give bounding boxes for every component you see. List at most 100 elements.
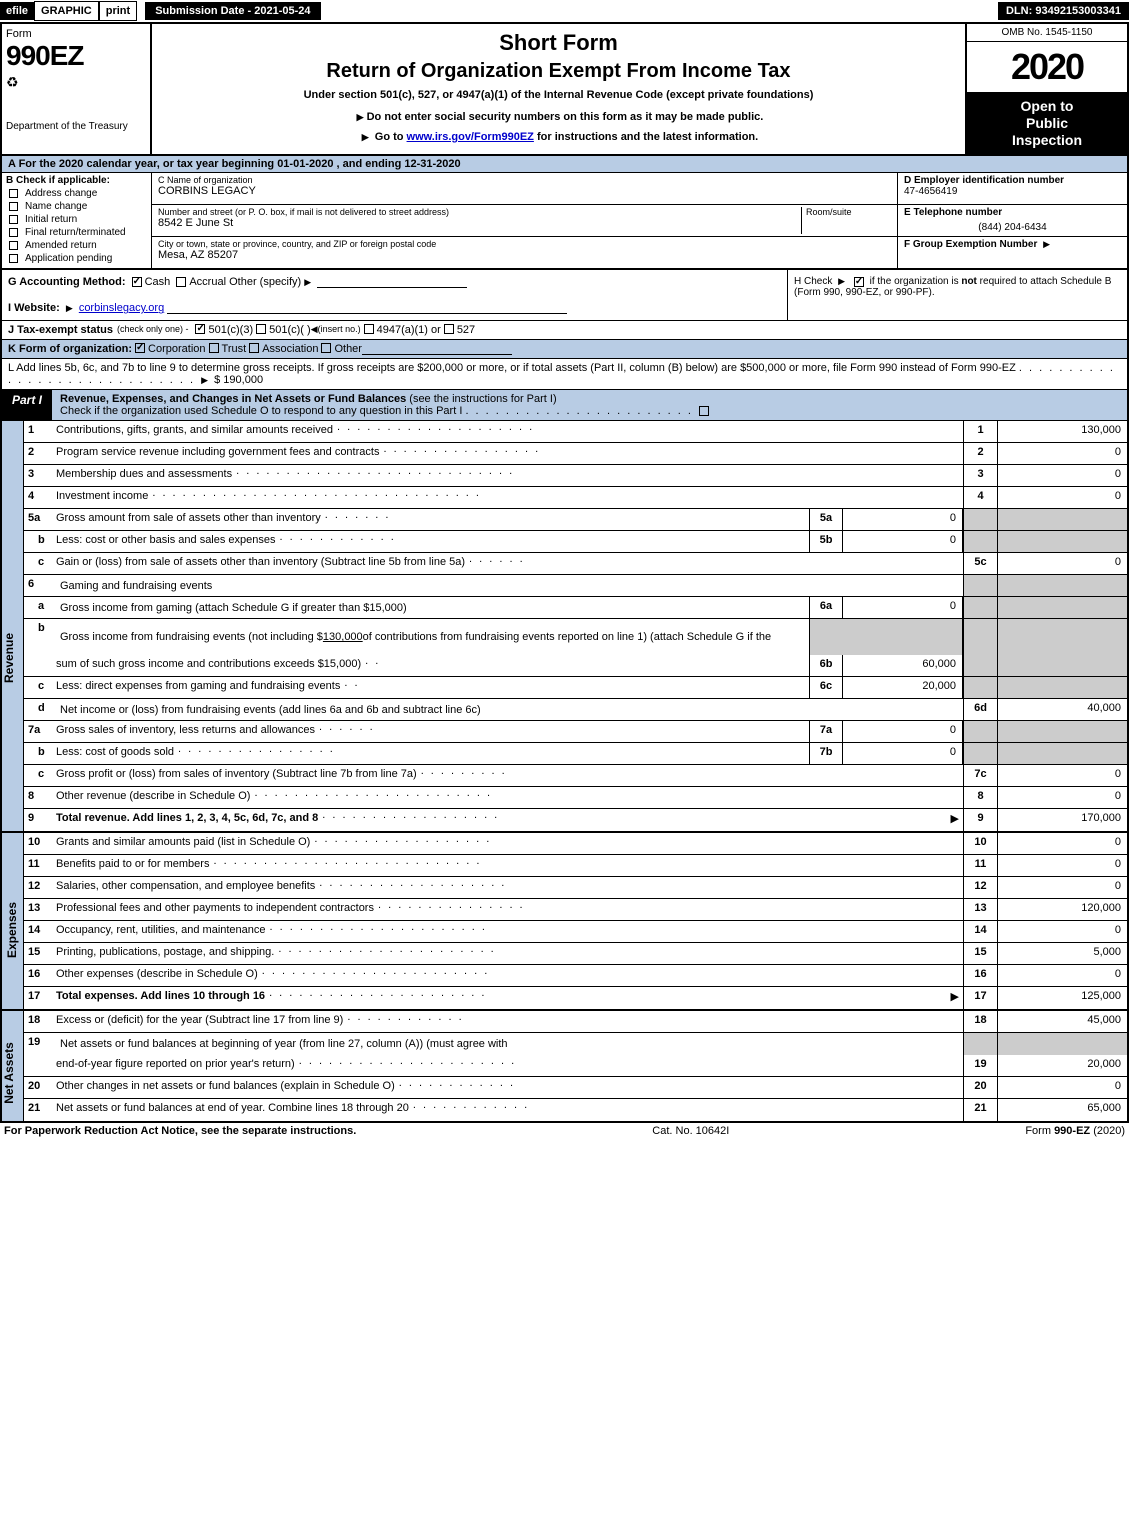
line-ref: 2 (963, 443, 997, 464)
line-ref: 14 (963, 921, 997, 942)
sub-val: 0 (843, 531, 963, 552)
shade (997, 619, 1127, 655)
department-label: Department of the Treasury (6, 121, 146, 132)
other-input[interactable] (317, 276, 467, 288)
k-label: K Form of organization: (8, 343, 132, 355)
row-6: 6 Gaming and fundraising events (24, 575, 1127, 597)
chk-corp[interactable] (135, 343, 145, 353)
footer-right-pre: Form (1025, 1125, 1054, 1137)
line-num: 21 (24, 1099, 56, 1121)
org-name-row: C Name of organization CORBINS LEGACY (152, 173, 897, 205)
row-6d: d Net income or (loss) from fundraising … (24, 699, 1127, 721)
website-link[interactable]: corbinslegacy.org (79, 302, 164, 314)
line-num: 18 (24, 1011, 56, 1032)
efile-segment: efile GRAPHIC print (0, 1, 137, 21)
sub-val: 60,000 (843, 655, 963, 676)
chk-527[interactable] (444, 324, 454, 334)
chk-h[interactable] (854, 277, 864, 287)
submission-date: Submission Date - 2021-05-24 (145, 2, 320, 20)
netassets-body: 18 Excess or (deficit) for the year (Sub… (24, 1011, 1127, 1121)
chk-label: Name change (25, 201, 87, 212)
row-7b: b Less: cost of goods sold. . . . . . . … (24, 743, 1127, 765)
line-desc: sum of such gross income and contributio… (56, 655, 361, 676)
form-header: Form 990EZ ♻ Department of the Treasury … (0, 24, 1129, 156)
print-button[interactable]: print (99, 1, 137, 21)
line-num: b (24, 743, 56, 764)
k-other-input[interactable] (362, 343, 512, 355)
dln-number: DLN: 93492153003341 (998, 2, 1129, 20)
row-12: 12 Salaries, other compensation, and emp… (24, 877, 1127, 899)
form-goto: Go to www.irs.gov/Form990EZ for instruct… (160, 131, 957, 143)
line-ref: 6d (963, 699, 997, 720)
line-num: 17 (24, 987, 56, 1009)
line-num: 4 (24, 487, 56, 508)
recycle-icon: ♻ (6, 74, 146, 91)
j-opt2: 501(c)( ) (269, 324, 311, 336)
irs-link[interactable]: www.irs.gov/Form990EZ (407, 131, 534, 143)
box-def: D Employer identification number 47-4656… (897, 173, 1127, 268)
line-num: b (24, 619, 56, 655)
ein-label: D Employer identification number (904, 175, 1121, 186)
footer-right: Form 990-EZ (2020) (1025, 1125, 1125, 1137)
line-num: 10 (24, 833, 56, 854)
i-label: I Website: (8, 302, 60, 314)
line-desc: Gross income from gaming (attach Schedul… (56, 597, 809, 618)
box-c: C Name of organization CORBINS LEGACY Nu… (152, 173, 897, 268)
chk-application-pending[interactable]: Application pending (6, 253, 147, 264)
line-num: 20 (24, 1077, 56, 1098)
chk-501c[interactable] (256, 324, 266, 334)
gh-block: G Accounting Method: Cash Accrual Other … (0, 270, 1129, 321)
chk-name-change[interactable]: Name change (6, 201, 147, 212)
warning-text: Do not enter social security numbers on … (367, 111, 764, 123)
line-desc: Net assets or fund balances at end of ye… (56, 1099, 409, 1121)
tax-year: 2020 (967, 42, 1127, 92)
revenue-sidebar: Revenue (2, 421, 24, 831)
line-num: b (24, 531, 56, 552)
chk-501c3[interactable] (195, 324, 205, 334)
line-num: 16 (24, 965, 56, 986)
chk-initial-return[interactable]: Initial return (6, 214, 147, 225)
h-mid: if the organization is (870, 276, 962, 287)
line-ref: 13 (963, 899, 997, 920)
sub-val: 20,000 (843, 677, 963, 698)
footer-right-post: (2020) (1093, 1125, 1125, 1137)
line-ref: 11 (963, 855, 997, 876)
chk-4947[interactable] (364, 324, 374, 334)
shade (963, 655, 997, 676)
chk-final-return[interactable]: Final return/terminated (6, 227, 147, 238)
group-row: F Group Exemption Number (898, 237, 1127, 268)
chk-trust[interactable] (209, 343, 219, 353)
footer-right-form: 990-EZ (1054, 1125, 1090, 1137)
d1: Gross income from fundraising events (no… (60, 631, 323, 643)
j-opt4: 527 (457, 324, 475, 336)
chk-schedule-o[interactable] (699, 406, 709, 416)
chk-label: Final return/terminated (25, 227, 126, 238)
box-g-i: G Accounting Method: Cash Accrual Other … (2, 270, 787, 320)
line-desc: Gross profit or (loss) from sales of inv… (56, 765, 417, 786)
chk-cash[interactable] (132, 277, 142, 287)
header-center: Short Form Return of Organization Exempt… (152, 24, 967, 154)
goto-pre: Go to (375, 131, 407, 143)
other-label: Other (specify) (229, 276, 301, 288)
row-21: 21 Net assets or fund balances at end of… (24, 1099, 1127, 1121)
expenses-sidebar: Expenses (2, 833, 24, 1009)
form-title-2: Return of Organization Exempt From Incom… (160, 60, 957, 83)
chk-amended-return[interactable]: Amended return (6, 240, 147, 251)
line-num: 7a (24, 721, 56, 742)
shade (997, 677, 1127, 698)
chk-accrual[interactable] (176, 277, 186, 287)
line-num: a (24, 597, 56, 618)
sub-ref: 6a (809, 597, 843, 618)
j-opt2-hint: (insert no.) (318, 324, 361, 336)
row-15: 15 Printing, publications, postage, and … (24, 943, 1127, 965)
shade (809, 619, 843, 655)
line-ref: 15 (963, 943, 997, 964)
line-val: 0 (997, 855, 1127, 876)
chk-address-change[interactable]: Address change (6, 188, 147, 199)
chk-other-org[interactable] (321, 343, 331, 353)
chk-label: Initial return (25, 214, 77, 225)
phone-label: E Telephone number (904, 207, 1121, 218)
chk-label: Address change (25, 188, 97, 199)
chk-assoc[interactable] (249, 343, 259, 353)
sub-val: 0 (843, 597, 963, 618)
